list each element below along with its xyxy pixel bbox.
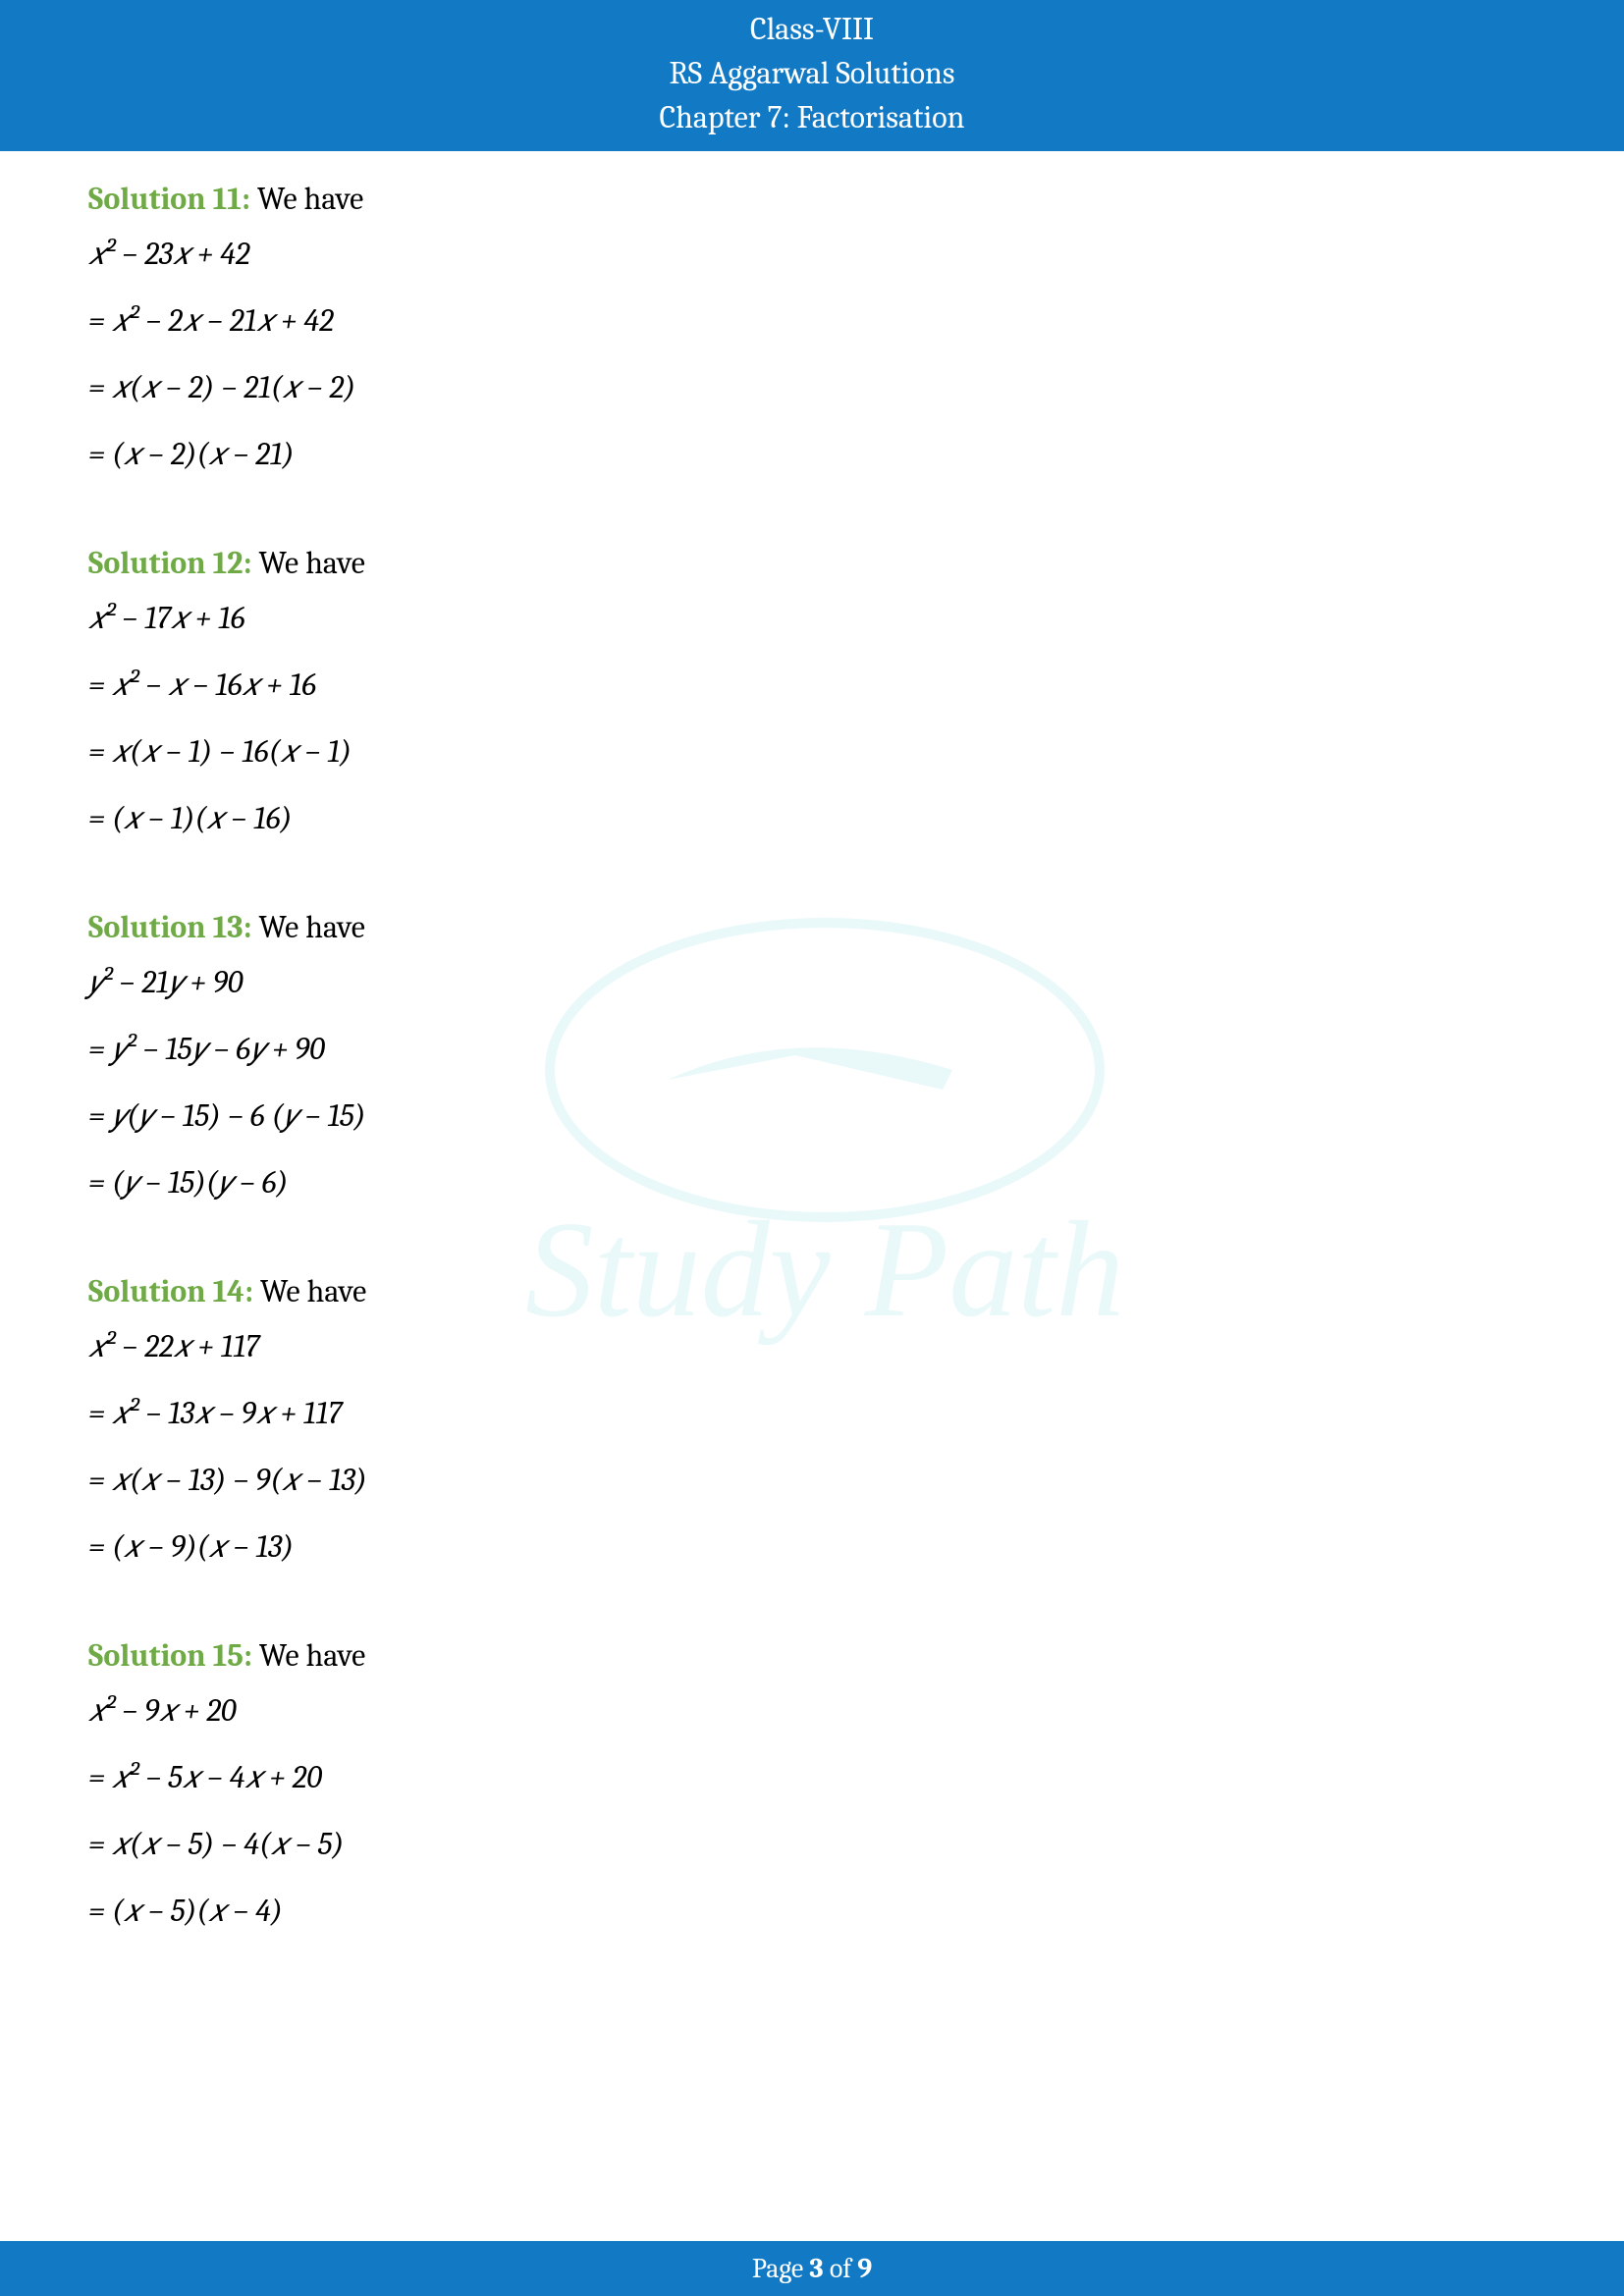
math-line: = 𝑥² − 5𝑥 − 4𝑥 + 20 (88, 1754, 1536, 1801)
footer-prefix: Page (752, 2253, 810, 2284)
math-line: 𝑥² − 9𝑥 + 20 (88, 1687, 1536, 1735)
header-book: RS Aggarwal Solutions (0, 52, 1624, 96)
math-line: 𝑥² − 23𝑥 + 42 (88, 231, 1536, 278)
solution-intro: We have (252, 909, 365, 945)
solution-heading: Solution 14: We have (88, 1273, 1536, 1309)
solution-heading: Solution 15: We have (88, 1637, 1536, 1674)
math-line: = 𝑥(𝑥 − 2) − 21(𝑥 − 2) (88, 364, 1536, 411)
solution-intro: We have (252, 1637, 365, 1674)
math-line: 𝑦² − 21𝑦 + 90 (88, 959, 1536, 1006)
math-line: = 𝑥(𝑥 − 1) − 16(𝑥 − 1) (88, 728, 1536, 775)
solution-heading: Solution 12: We have (88, 545, 1536, 581)
solution-intro: We have (250, 181, 363, 217)
math-line: = 𝑥(𝑥 − 5) − 4(𝑥 − 5) (88, 1821, 1536, 1868)
header-chapter: Chapter 7: Factorisation (0, 96, 1624, 140)
math-line: = (𝑥 − 5)(𝑥 − 4) (88, 1888, 1536, 1935)
math-line: 𝑥² − 22𝑥 + 117 (88, 1323, 1536, 1370)
solution-intro: We have (253, 1273, 366, 1309)
solution-intro: We have (251, 545, 364, 581)
math-line: = (𝑦 − 15)(𝑦 − 6) (88, 1159, 1536, 1206)
page-header: Class-VIII RS Aggarwal Solutions Chapter… (0, 0, 1624, 151)
header-class: Class-VIII (0, 8, 1624, 52)
solution-label: Solution 11: (88, 181, 250, 217)
solution-heading: Solution 13: We have (88, 909, 1536, 945)
math-line: 𝑥² − 17𝑥 + 16 (88, 595, 1536, 642)
math-line: = (𝑥 − 9)(𝑥 − 13) (88, 1523, 1536, 1571)
math-line: = 𝑥(𝑥 − 13) − 9(𝑥 − 13) (88, 1457, 1536, 1504)
math-line: = 𝑦(𝑦 − 15) − 6 (𝑦 − 15) (88, 1093, 1536, 1140)
solution-label: Solution 13: (88, 909, 252, 945)
solution-label: Solution 14: (88, 1273, 253, 1309)
solution-label: Solution 12: (88, 545, 251, 581)
solution-12: Solution 12: We have 𝑥² − 17𝑥 + 16 = 𝑥² … (88, 545, 1536, 842)
math-line: = (𝑥 − 1)(𝑥 − 16) (88, 795, 1536, 842)
solution-label: Solution 15: (88, 1637, 252, 1674)
solution-15: Solution 15: We have 𝑥² − 9𝑥 + 20 = 𝑥² −… (88, 1637, 1536, 1935)
page-content: Solution 11: We have 𝑥² − 23𝑥 + 42 = 𝑥² … (0, 151, 1624, 1935)
solution-13: Solution 13: We have 𝑦² − 21𝑦 + 90 = 𝑦² … (88, 909, 1536, 1206)
page-footer: Page 3 of 9 (0, 2241, 1624, 2296)
math-line: = (𝑥 − 2)(𝑥 − 21) (88, 431, 1536, 478)
solution-14: Solution 14: We have 𝑥² − 22𝑥 + 117 = 𝑥²… (88, 1273, 1536, 1571)
footer-middle: of (824, 2253, 858, 2284)
math-line: = 𝑥² − 2𝑥 − 21𝑥 + 42 (88, 297, 1536, 345)
footer-current-page: 3 (809, 2253, 823, 2284)
solution-heading: Solution 11: We have (88, 181, 1536, 217)
math-line: = 𝑥² − 𝑥 − 16𝑥 + 16 (88, 662, 1536, 709)
math-line: = 𝑥² − 13𝑥 − 9𝑥 + 117 (88, 1390, 1536, 1437)
math-line: = 𝑦² − 15𝑦 − 6𝑦 + 90 (88, 1026, 1536, 1073)
footer-total-pages: 9 (857, 2253, 872, 2284)
solution-11: Solution 11: We have 𝑥² − 23𝑥 + 42 = 𝑥² … (88, 181, 1536, 478)
